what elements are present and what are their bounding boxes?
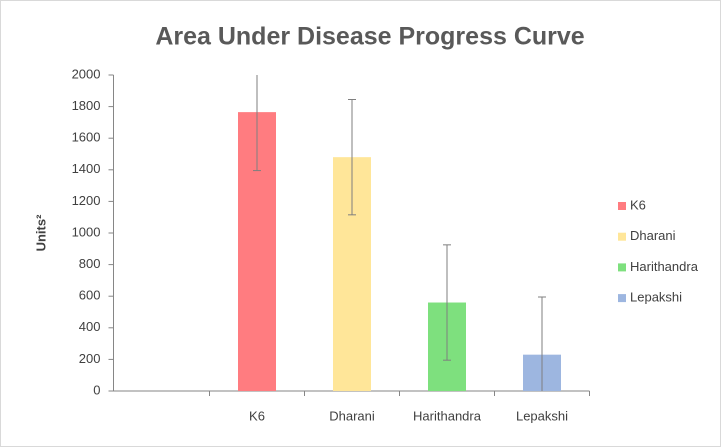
chart-title: Area Under Disease Progress Curve — [155, 23, 584, 51]
error-bar — [443, 244, 451, 361]
x-tick-label: Dharani — [329, 408, 375, 423]
y-tick-label: 1800 — [72, 98, 101, 113]
error-bar — [253, 75, 261, 172]
y-tick-label: 1000 — [72, 224, 101, 239]
y-axis-label: Units² — [33, 214, 48, 252]
y-tick-label: 1200 — [72, 193, 101, 208]
error-bar — [348, 98, 356, 216]
y-tick-label: 200 — [79, 351, 101, 366]
y-tick-label: 0 — [93, 382, 100, 397]
legend-swatch — [618, 294, 626, 303]
legend-swatch — [618, 202, 626, 210]
y-tick-label: 2000 — [72, 66, 101, 81]
y-tick-label: 600 — [79, 288, 101, 303]
legend-swatch — [618, 263, 626, 272]
legend-swatch — [618, 232, 626, 241]
legend-label: Harithandra — [630, 259, 699, 274]
y-tick-label: 400 — [79, 319, 101, 334]
x-tick-label: Lepakshi — [516, 408, 568, 423]
x-tick-label: Harithandra — [413, 408, 482, 423]
x-tick-label: K6 — [249, 408, 265, 423]
legend-label: Lepakshi — [630, 290, 682, 305]
error-bar — [538, 296, 546, 391]
legend-label: Dharani — [630, 228, 676, 243]
y-tick-label: 1600 — [72, 130, 101, 145]
y-tick-label: 1400 — [72, 161, 101, 176]
plot-area — [238, 75, 561, 391]
y-tick-label: 800 — [79, 256, 101, 271]
legend-label: K6 — [630, 197, 646, 212]
